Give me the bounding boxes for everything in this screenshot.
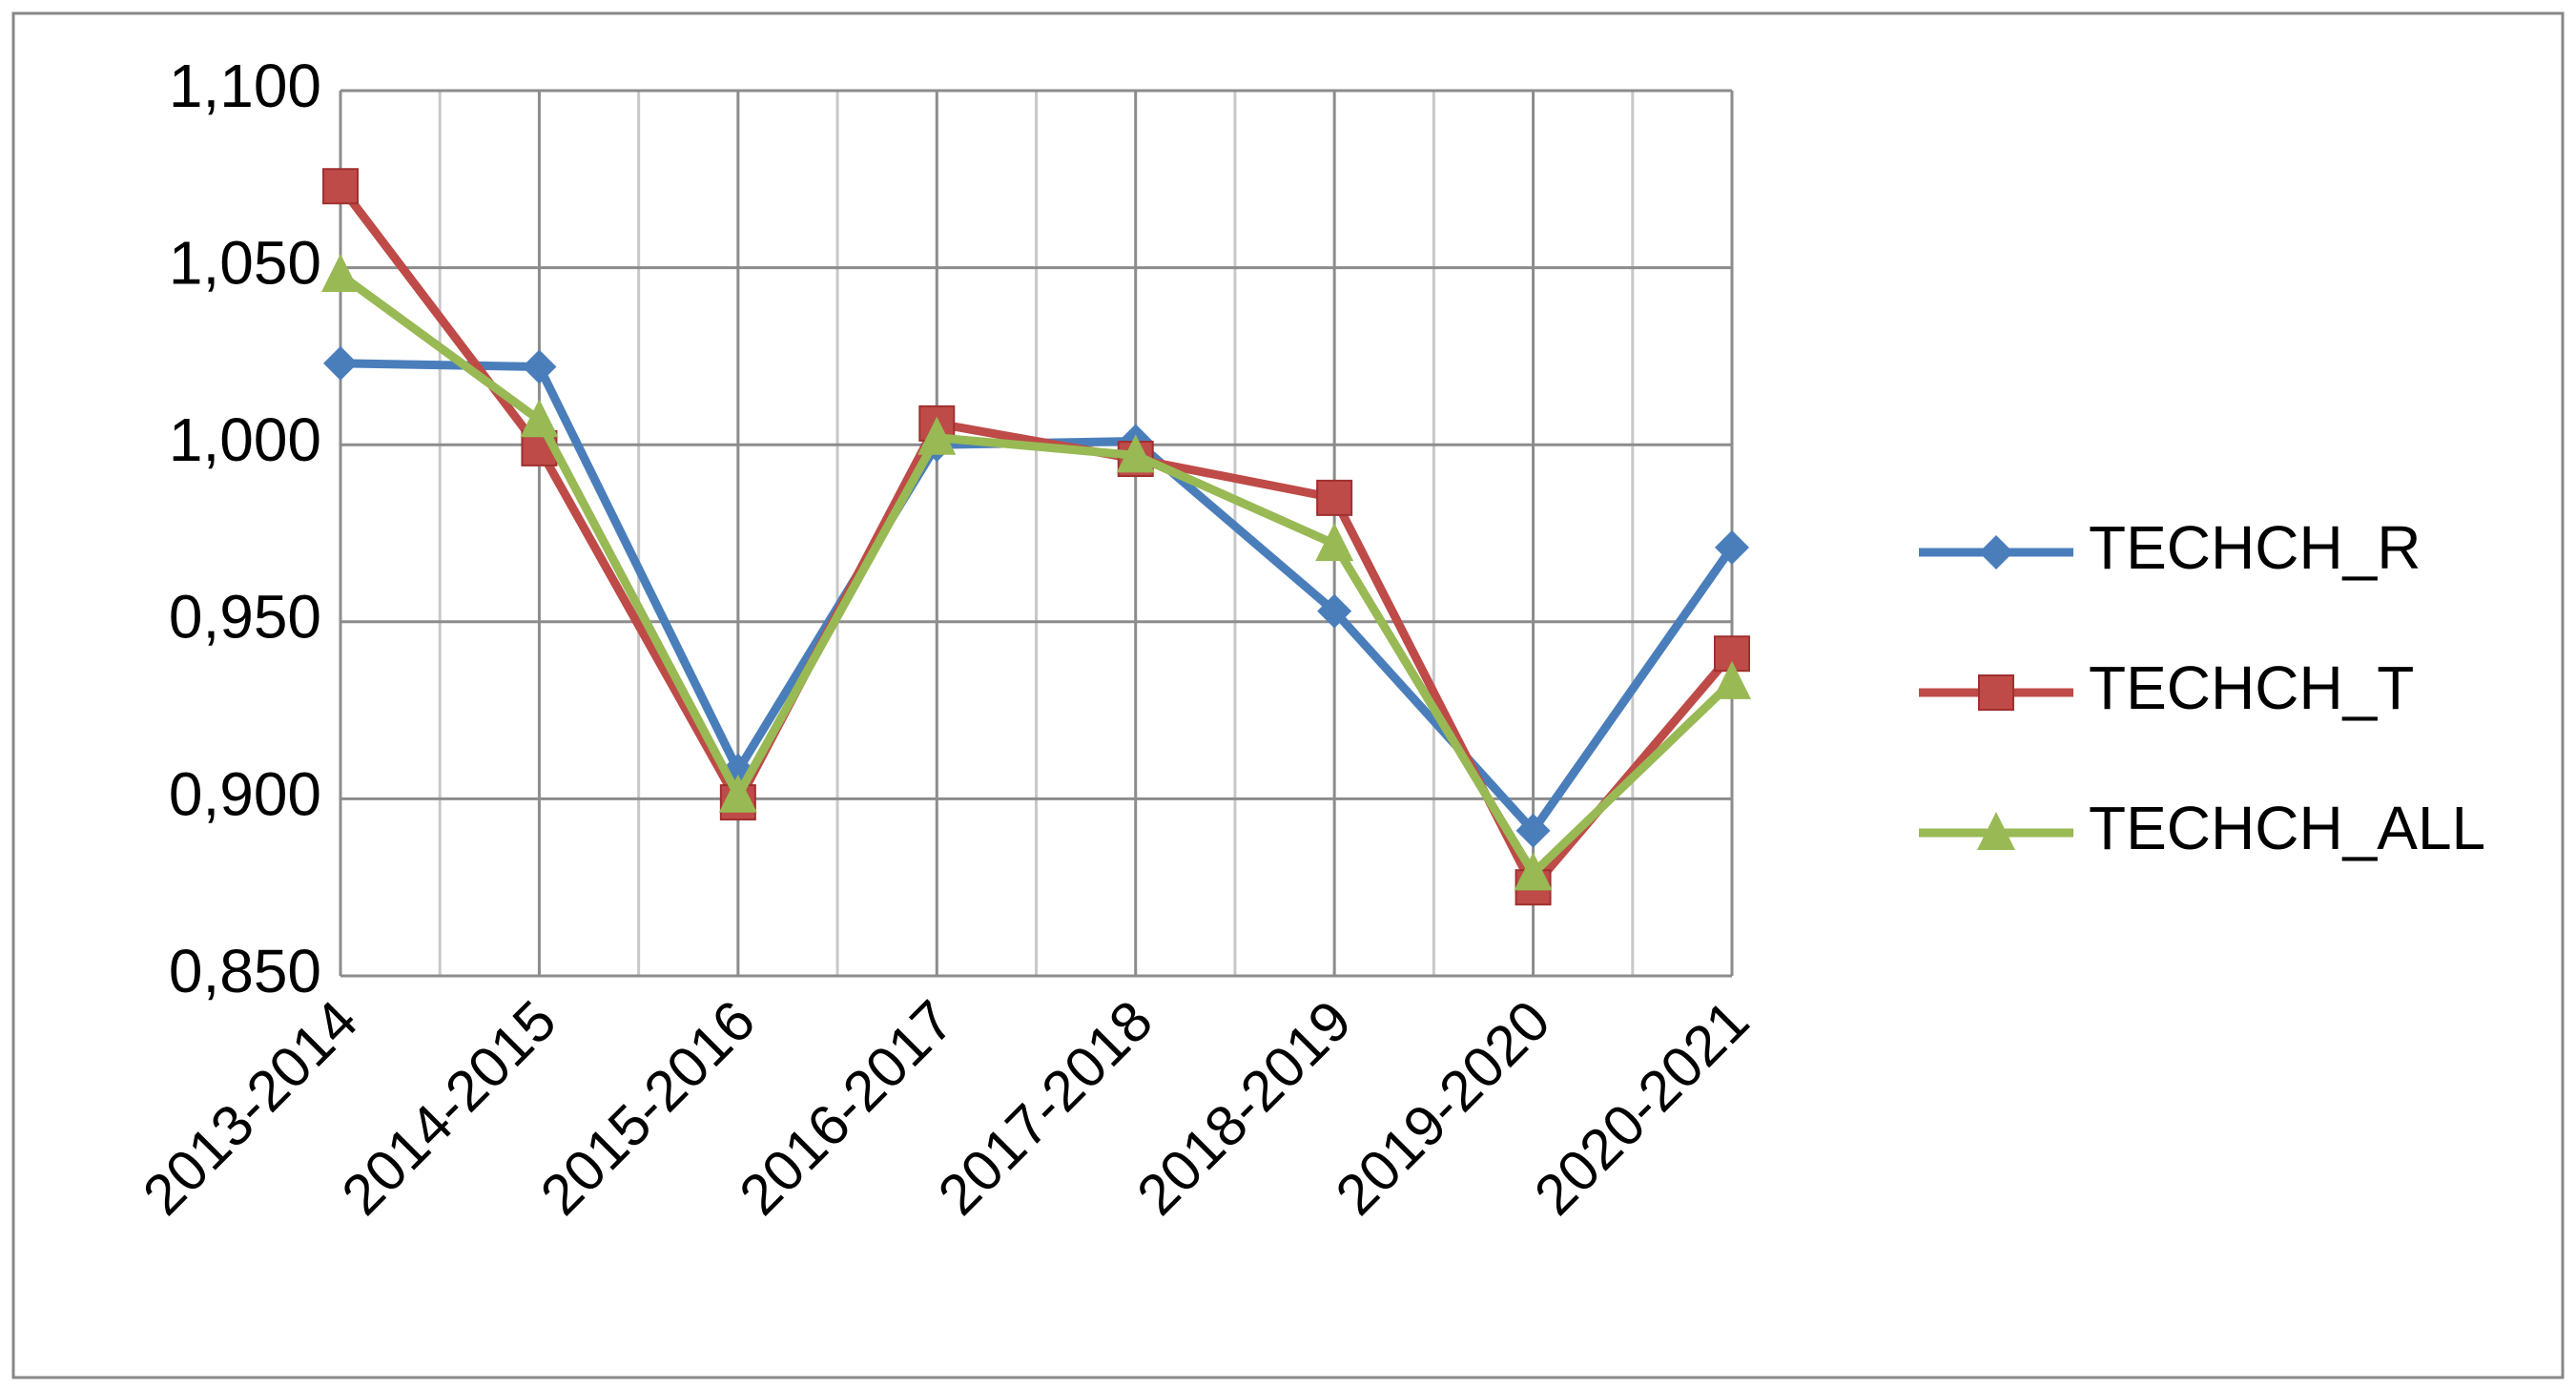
data-point [1514,852,1553,891]
data-point [917,416,957,455]
legend-label: TECHCH_T [2089,653,2414,722]
y-tick-label: 0,950 [169,583,321,652]
chart-border [11,11,2565,1379]
data-point [323,345,358,381]
y-tick-label: 1,100 [169,52,321,120]
y-tick-label: 1,000 [169,405,321,474]
legend-marker [1979,535,2013,570]
data-point [718,774,757,813]
data-point [522,349,557,384]
data-point [1315,523,1354,562]
data-point [520,399,559,438]
y-tick-label: 0,850 [169,937,321,1005]
data-point [322,168,359,205]
y-tick-label: 1,050 [169,229,321,298]
y-tick-label: 0,900 [169,759,321,828]
legend-label: TECHCH_ALL [2089,794,2485,862]
data-point [1713,660,1751,699]
data-point [1317,593,1352,629]
data-point [1316,479,1353,516]
legend-label: TECHCH_R [2089,513,2421,582]
data-point [1715,529,1749,565]
data-point [321,254,360,293]
legend-marker [1977,812,2015,850]
data-point [1515,813,1551,848]
data-point [1116,434,1155,473]
legend-marker [1978,674,2014,711]
series-line [338,271,1736,878]
